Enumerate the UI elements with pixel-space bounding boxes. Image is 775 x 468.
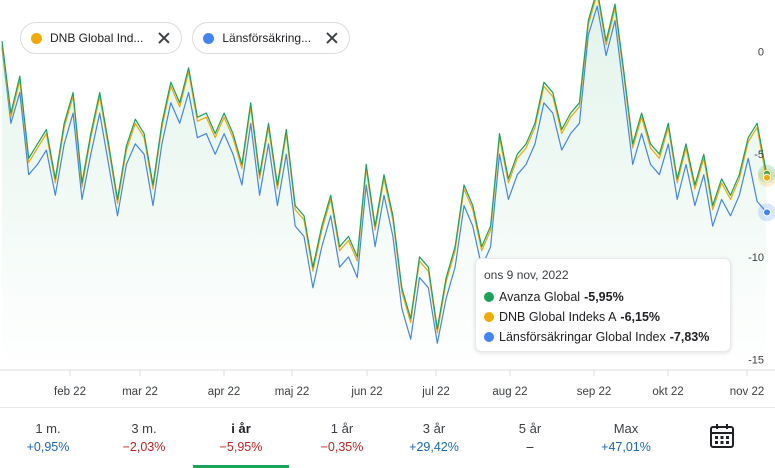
tooltip-row: Länsförsäkringar Global Index -7,83% [484,327,722,347]
y-tick-label: 0 [758,46,764,58]
avanza-color-dot [484,292,494,302]
y-tick-label: -5 [754,149,764,161]
x-tick-label: jun 22 [350,386,382,398]
x-tick-label: mar 22 [122,386,158,398]
period-label: 3 år [422,421,446,436]
period-tab-3m[interactable]: 3 m. −2,03% [96,408,192,468]
period-tab-3y[interactable]: 3 år +29,42% [386,408,482,468]
x-tick-label: jul 22 [421,386,450,398]
lansforsakringar-color-dot [203,32,215,44]
y-tick-label: -10 [748,252,764,264]
series-line-avanza [1,0,767,330]
lansforsakringar-color-dot [484,332,494,342]
fund-chip-label: Länsförsäkring... [222,31,312,45]
period-return: −2,03% [122,440,166,454]
series-line-dnb [1,0,767,334]
tooltip-row: Avanza Global -5,95% [484,287,722,307]
fund-chip-dnb[interactable]: DNB Global Ind... [20,22,183,54]
period-tab-1m[interactable]: 1 m. +0,95% [0,408,96,468]
period-selector: 1 m. +0,95% 3 m. −2,03% i år −5,95% 1 år… [0,407,775,468]
period-label: Max [613,421,639,436]
period-return: – [526,440,534,454]
tooltip-series-value: -6,15% [620,310,661,324]
tooltip-row: DNB Global Indeks A -6,15% [484,307,722,327]
series-end-marker [763,173,771,182]
period-label: i år [231,421,251,436]
chart-tooltip: ons 9 nov, 2022 Avanza Global -5,95% DNB… [475,258,731,352]
x-tick-label: nov 22 [730,386,765,398]
tooltip-series-name: Länsförsäkringar Global Index [499,330,666,344]
period-tab-ytd[interactable]: i år −5,95% [193,408,289,468]
period-tab-max[interactable]: Max +47,01% [578,408,674,468]
period-return: +47,01% [601,440,651,454]
x-tick-label: feb 22 [54,386,86,398]
tooltip-series-name: Avanza Global [499,290,581,304]
tooltip-series-value: -7,83% [669,330,710,344]
period-label: 1 år [330,421,354,436]
series-line-lansforsakringar [1,5,767,344]
y-tick-label: -15 [748,355,764,367]
period-return: −0,35% [320,440,364,454]
dnb-color-dot [31,32,42,44]
x-tick-label: aug 22 [492,386,527,398]
calendar-icon[interactable] [708,422,736,450]
period-label: 5 år [518,421,542,436]
x-tick-label: apr 22 [208,386,241,398]
period-tab-5y[interactable]: 5 år – [482,408,578,468]
tooltip-date: ons 9 nov, 2022 [484,268,569,282]
fund-chip-lansforsakringar[interactable]: Länsförsäkring... [192,22,351,54]
x-tick-label: maj 22 [275,386,310,398]
x-tick-label: sep 22 [577,386,612,398]
period-tab-1y[interactable]: 1 år −0,35% [294,408,390,468]
tooltip-series-name: DNB Global Indeks A [499,310,617,324]
selected-funds-chips: DNB Global Ind... Länsförsäkring... [20,22,351,54]
x-tick-label: okt 22 [652,386,683,398]
dnb-color-dot [484,312,494,322]
fund-chip-label: DNB Global Ind... [50,31,144,45]
tooltip-series-value: -5,95% [584,290,624,304]
period-label: 1 m. [35,421,61,436]
period-return: −5,95% [219,440,263,454]
period-label: 3 m. [131,421,157,436]
period-return: +29,42% [409,440,459,454]
period-return: +0,95% [26,440,70,454]
series-end-marker [763,208,771,217]
